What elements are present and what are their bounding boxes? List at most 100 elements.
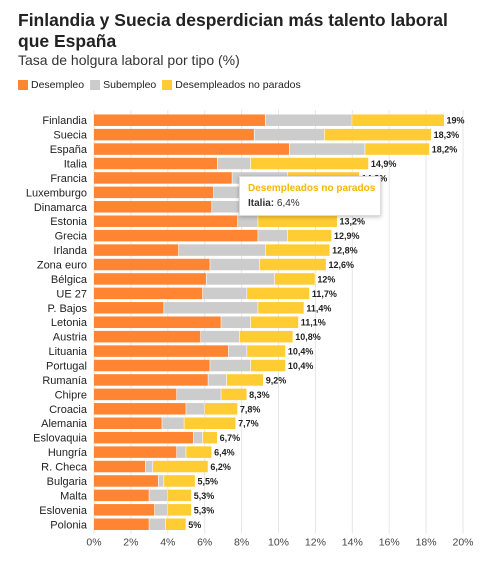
x-tick-label: 14% xyxy=(342,536,363,548)
bar-subempleo[interactable] xyxy=(186,403,205,415)
bar-no-parados[interactable] xyxy=(250,359,286,372)
bar-desempleo[interactable] xyxy=(94,186,214,199)
bar-subempleo[interactable] xyxy=(158,475,164,487)
bar-subempleo[interactable] xyxy=(212,201,264,213)
bar-desempleo[interactable] xyxy=(94,388,177,401)
bar-subempleo[interactable] xyxy=(208,374,227,386)
bar-no-parados[interactable] xyxy=(287,229,332,242)
bar-desempleo[interactable] xyxy=(94,201,212,213)
category-label: Zona euro xyxy=(37,260,87,272)
legend-item-desempleo[interactable]: Desempleo xyxy=(18,79,84,91)
bar-desempleo[interactable] xyxy=(94,359,210,372)
bar-no-parados[interactable] xyxy=(221,388,247,401)
bar-subempleo[interactable] xyxy=(193,431,203,444)
bar-desempleo[interactable] xyxy=(94,302,164,314)
bar-desempleo[interactable] xyxy=(94,374,208,386)
bar-subempleo[interactable] xyxy=(202,287,247,300)
bar-no-parados[interactable] xyxy=(260,258,326,271)
bar-desempleo[interactable] xyxy=(94,330,201,343)
bar-no-parados[interactable] xyxy=(202,431,218,444)
bar-subempleo[interactable] xyxy=(149,518,166,531)
bar-no-parados[interactable] xyxy=(247,287,310,300)
bar-desempleo[interactable] xyxy=(94,287,203,300)
bar-no-parados[interactable] xyxy=(164,475,195,487)
bar-subempleo[interactable] xyxy=(164,302,258,314)
data-label: 6,7% xyxy=(220,433,241,443)
category-label: España xyxy=(50,144,88,156)
data-label: 5,3% xyxy=(194,491,215,501)
bar-subempleo[interactable] xyxy=(145,460,153,473)
bar-subempleo[interactable] xyxy=(177,446,186,458)
bar-desempleo[interactable] xyxy=(94,431,194,444)
chart-subtitle: Tasa de holgura laboral por tipo (%) xyxy=(18,52,240,68)
bar-subempleo[interactable] xyxy=(258,229,288,242)
bar-desempleo[interactable] xyxy=(94,345,229,357)
bar-subempleo[interactable] xyxy=(289,143,365,155)
bar-desempleo[interactable] xyxy=(94,157,218,170)
bar-desempleo[interactable] xyxy=(94,403,186,415)
bar-no-parados[interactable] xyxy=(365,143,430,155)
bar-no-parados[interactable] xyxy=(274,273,315,285)
bar-subempleo[interactable] xyxy=(201,330,240,343)
category-label: Malta xyxy=(60,490,88,502)
bar-subempleo[interactable] xyxy=(217,157,251,170)
bar-no-parados[interactable] xyxy=(258,302,304,314)
bar-desempleo[interactable] xyxy=(94,244,179,256)
bar-no-parados[interactable] xyxy=(186,446,212,458)
bar-desempleo[interactable] xyxy=(94,316,221,328)
legend-item-no-parados[interactable]: Desempleados no parados xyxy=(162,79,301,91)
bar-desempleo[interactable] xyxy=(94,114,265,126)
x-tick-label: 8% xyxy=(234,536,249,548)
bar-desempleo[interactable] xyxy=(94,215,238,227)
category-label: Lituania xyxy=(48,346,87,358)
bar-subempleo[interactable] xyxy=(177,388,221,401)
bar-desempleo[interactable] xyxy=(94,128,254,141)
bar-subempleo[interactable] xyxy=(149,489,168,502)
data-label: 6,2% xyxy=(210,462,231,472)
bar-subempleo[interactable] xyxy=(228,345,247,357)
bar-subempleo[interactable] xyxy=(178,244,265,256)
category-label: Portugal xyxy=(46,361,87,373)
bar-desempleo[interactable] xyxy=(94,518,149,531)
bar-desempleo[interactable] xyxy=(94,475,158,487)
bar-no-parados[interactable] xyxy=(250,316,299,328)
bar-no-parados[interactable] xyxy=(204,403,238,415)
bar-no-parados[interactable] xyxy=(226,374,264,386)
bar-no-parados[interactable] xyxy=(153,460,208,473)
bar-desempleo[interactable] xyxy=(94,489,149,502)
bar-no-parados[interactable] xyxy=(324,128,432,141)
bar-desempleo[interactable] xyxy=(94,446,177,458)
category-label: Chipre xyxy=(55,389,87,401)
bar-subempleo[interactable] xyxy=(254,128,325,141)
x-tick-label: 2% xyxy=(123,536,138,548)
bar-subempleo[interactable] xyxy=(206,273,275,285)
category-label: Hungría xyxy=(48,447,88,459)
bar-no-parados[interactable] xyxy=(239,330,293,343)
bar-desempleo[interactable] xyxy=(94,172,232,184)
bar-no-parados[interactable] xyxy=(247,345,286,357)
bar-no-parados[interactable] xyxy=(184,417,236,429)
bar-desempleo[interactable] xyxy=(94,460,146,473)
bar-no-parados[interactable] xyxy=(167,504,192,516)
legend-item-subempleo[interactable]: Subempleo xyxy=(90,79,156,91)
bar-subempleo[interactable] xyxy=(221,316,251,328)
bar-desempleo[interactable] xyxy=(94,417,162,429)
bar-desempleo[interactable] xyxy=(94,258,210,271)
bar-desempleo[interactable] xyxy=(94,143,289,155)
bar-subempleo[interactable] xyxy=(162,417,184,429)
bar-desempleo[interactable] xyxy=(94,504,155,516)
bar-no-parados[interactable] xyxy=(265,244,330,256)
bar-subempleo[interactable] xyxy=(265,114,352,126)
bar-subempleo[interactable] xyxy=(237,215,258,227)
bar-no-parados[interactable] xyxy=(165,518,186,531)
bar-no-parados[interactable] xyxy=(250,157,369,170)
bar-no-parados[interactable] xyxy=(352,114,444,126)
bar-no-parados[interactable] xyxy=(258,215,337,227)
bar-desempleo[interactable] xyxy=(94,229,258,242)
bar-subempleo[interactable] xyxy=(210,258,260,271)
category-label: UE 27 xyxy=(56,288,87,300)
bar-no-parados[interactable] xyxy=(167,489,192,502)
bar-desempleo[interactable] xyxy=(94,273,206,285)
bar-subempleo[interactable] xyxy=(154,504,168,516)
bar-subempleo[interactable] xyxy=(210,359,251,372)
